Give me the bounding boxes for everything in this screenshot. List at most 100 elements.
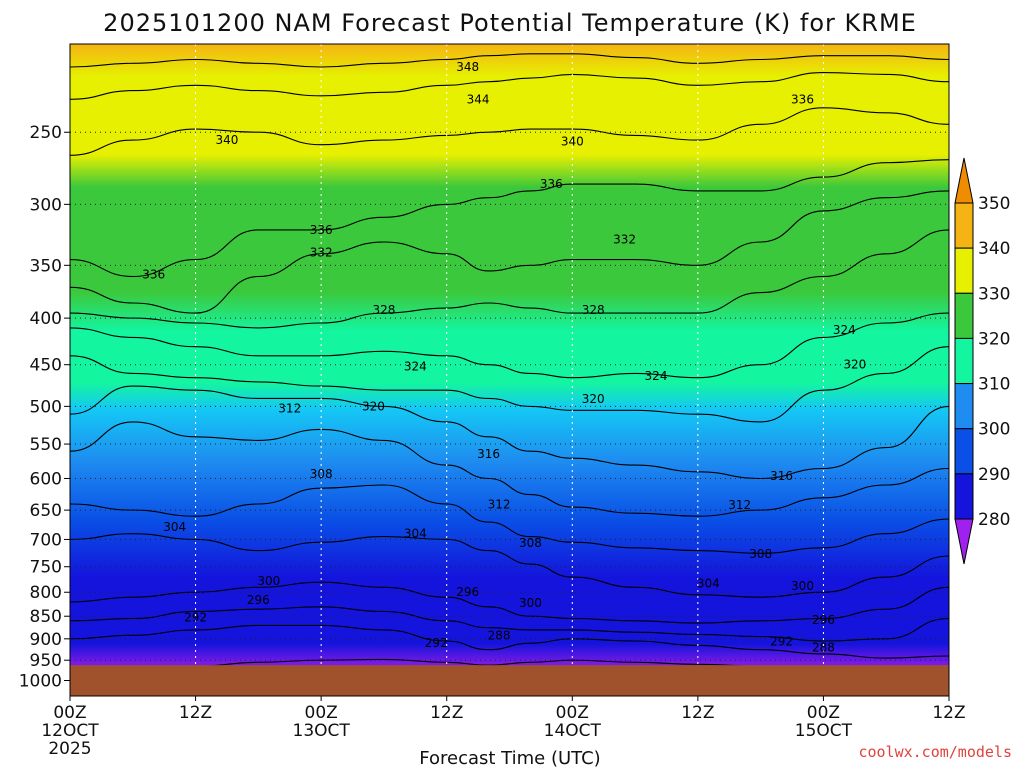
y-tick-label: 550	[30, 435, 62, 455]
credit-text: coolwx.com/models	[858, 743, 1012, 761]
y-tick-label: 950	[30, 651, 62, 671]
colorbar-label: 330	[978, 284, 1010, 304]
colorbar-segment	[954, 428, 974, 475]
y-tick-label: 800	[30, 583, 62, 603]
colorbar: 350 340 330 320 310 300 290 280	[954, 157, 1010, 565]
y-axis: 250 300 350 400 450 500 550 600 650 700 750 800 850 9…	[19, 123, 70, 691]
contour-label: 336	[791, 92, 814, 106]
x-tick-label: 12Z	[681, 703, 714, 723]
contour-label: 308	[310, 467, 333, 481]
contour-label: 328	[372, 303, 395, 317]
contour-label: 308	[749, 547, 772, 561]
isotherm-320	[70, 346, 949, 423]
x-tick-label: 00Z	[556, 703, 589, 723]
x-tick-label: 12Z	[179, 703, 212, 723]
contour-label: 300	[791, 579, 814, 593]
contour-label: 312	[278, 402, 301, 416]
contour-label: 332	[310, 246, 333, 260]
contour-label: 344	[467, 92, 490, 106]
contour-label: 288	[812, 641, 835, 655]
contour-label-layer: 348 344 340 340 336 336 336 336 332 332 328 328 324 3…	[142, 60, 866, 654]
contour-label: 296	[456, 585, 479, 599]
y-tick-label: 450	[30, 356, 62, 376]
x-tick-label: 15OCT	[795, 721, 853, 741]
contour-label: 316	[770, 469, 793, 483]
contour-label: 288	[488, 628, 511, 642]
isotherm-296	[70, 606, 949, 642]
contour-label: 320	[582, 392, 605, 406]
y-tick-label: 350	[30, 256, 62, 276]
y-tick-label: 1000	[19, 671, 62, 691]
isotherm-332	[70, 190, 949, 314]
isotherm-304	[70, 533, 949, 598]
isotherm-344	[70, 72, 949, 100]
y-tick-label: 750	[30, 558, 62, 578]
y-tick-label: 500	[30, 397, 62, 417]
field-background	[70, 44, 949, 696]
contour-label: 296	[812, 613, 835, 627]
contour-label: 324	[833, 323, 856, 337]
contour-label: 336	[142, 267, 165, 281]
colorbar-segment	[954, 473, 974, 520]
contour-label: 304	[163, 520, 186, 534]
colorbar-segment	[954, 292, 974, 339]
contour-label: 312	[728, 498, 751, 512]
colorbar-segment	[954, 247, 974, 294]
contour-label: 340	[216, 133, 239, 147]
x-tick-label: 00Z	[807, 703, 840, 723]
colorbar-label: 340	[978, 239, 1010, 259]
contour-label: 320	[362, 399, 385, 413]
plot-area: 348 344 340 340 336 336 336 336 332 332 328 328 324 3…	[69, 43, 950, 697]
contour-label: 316	[477, 447, 500, 461]
contour-label: 292	[425, 636, 448, 650]
contour-label: 348	[456, 60, 479, 74]
plot-frame	[69, 43, 950, 697]
y-tick-label: 400	[30, 309, 62, 329]
y-tick-label: 900	[30, 630, 62, 650]
colorbar-label: 310	[978, 375, 1010, 395]
contour-label: 324	[645, 369, 668, 383]
x-tick-label: 12OCT	[41, 721, 99, 741]
y-tick-label: 600	[30, 469, 62, 489]
contour-label: 300	[257, 574, 280, 588]
isotherm-300	[70, 581, 949, 624]
isotherm-348	[70, 53, 949, 68]
x-tick-label: 00Z	[53, 703, 86, 723]
contour-label: 304	[697, 577, 720, 591]
y-tick-label: 850	[30, 607, 62, 627]
colorbar-label: 300	[978, 420, 1010, 440]
colorbar-arrow-top	[954, 157, 974, 204]
contour-label: 312	[488, 498, 511, 512]
colorbar-segment	[954, 383, 974, 430]
isotherm-328	[70, 229, 949, 329]
x-tick-label: 2025	[48, 739, 91, 759]
contour-label: 328	[582, 303, 605, 317]
x-axis-label: Forecast Time (UTC)	[419, 748, 600, 768]
colorbar-label: 280	[978, 510, 1010, 530]
isotherm-340	[70, 107, 949, 156]
x-tick-label: 00Z	[305, 703, 338, 723]
y-tick-label: 650	[30, 501, 62, 521]
contour-label: 292	[184, 611, 207, 625]
contour-label: 308	[519, 536, 542, 550]
contour-label: 292	[770, 634, 793, 648]
x-tick-label: 12Z	[932, 703, 965, 723]
x-tick-label: 13OCT	[293, 721, 351, 741]
isotherm-336	[70, 159, 949, 278]
y-tick-label: 700	[30, 530, 62, 550]
isotherm-292	[70, 624, 949, 659]
contour-label: 324	[404, 359, 427, 373]
isotherm-layer	[70, 53, 949, 680]
x-tick-label: 14OCT	[544, 721, 602, 741]
isotherm-308	[70, 484, 949, 554]
contour-label: 304	[404, 527, 427, 541]
x-tick-label: 12Z	[430, 703, 463, 723]
isotherm-324	[70, 312, 949, 379]
contour-label: 332	[613, 233, 636, 247]
isotherm-312	[70, 421, 949, 517]
y-tick-label: 300	[30, 195, 62, 215]
colorbar-segment	[954, 337, 974, 385]
chart-title: 2025101200 NAM Forecast Potential Temper…	[103, 9, 917, 37]
